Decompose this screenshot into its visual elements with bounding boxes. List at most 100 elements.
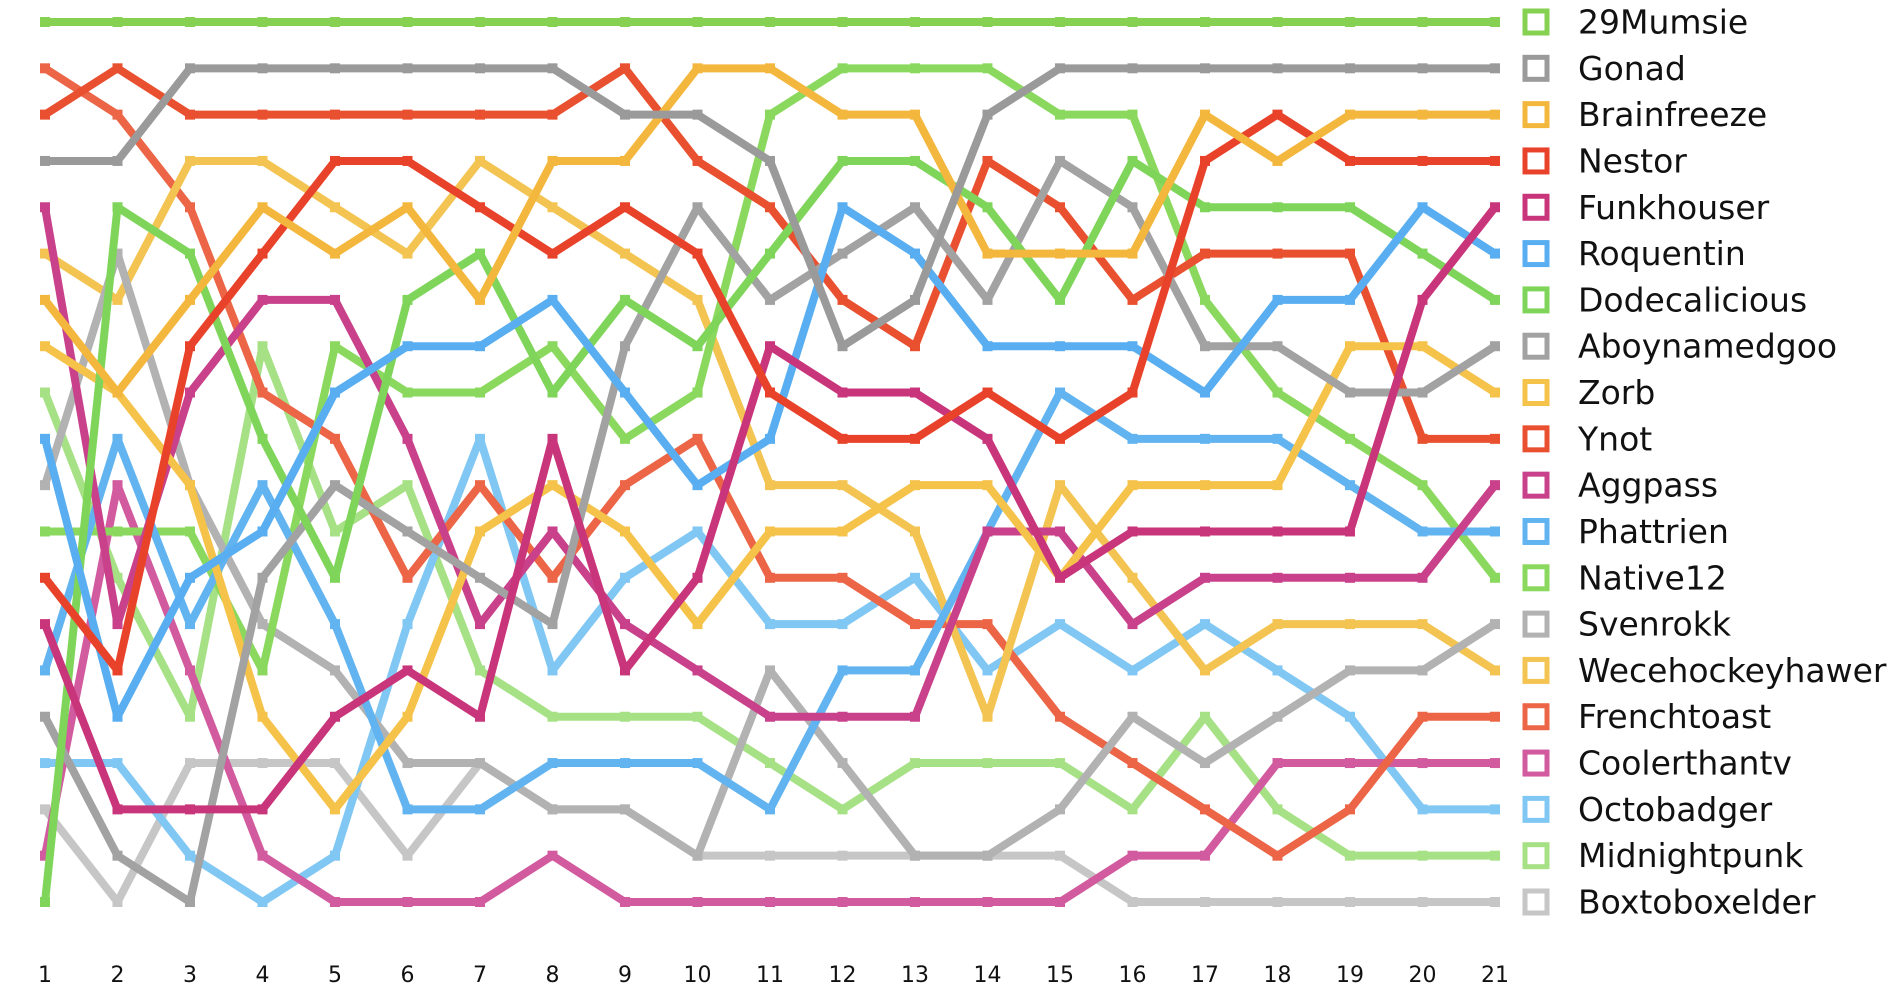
point-marker: [1345, 387, 1355, 398]
legend-swatch: [1522, 101, 1550, 129]
point-marker: [475, 248, 485, 259]
point-marker: [1127, 711, 1138, 722]
point-marker: [1417, 480, 1428, 491]
point-marker: [330, 109, 340, 120]
point-marker: [1200, 387, 1210, 398]
x-tick-label: 3: [183, 963, 197, 988]
point-marker: [620, 758, 630, 769]
point-marker: [692, 897, 703, 907]
point-marker: [547, 850, 558, 861]
point-marker: [475, 17, 485, 27]
legend-label: Funkhouser: [1578, 188, 1770, 227]
point-marker: [475, 480, 485, 491]
point-marker: [330, 387, 340, 398]
point-marker: [40, 804, 50, 815]
point-marker: [837, 202, 848, 213]
point-marker: [185, 758, 195, 769]
point-marker: [185, 248, 195, 259]
point-marker: [1345, 572, 1355, 583]
point-marker: [982, 109, 993, 120]
point-marker: [40, 850, 50, 861]
point-marker: [837, 619, 848, 630]
point-marker: [40, 665, 50, 676]
point-marker: [40, 387, 50, 398]
point-marker: [1417, 804, 1428, 815]
legend-label: Frenchtoast: [1578, 697, 1771, 736]
point-marker: [547, 665, 558, 676]
legend-swatch: [1522, 888, 1550, 916]
point-marker: [837, 341, 848, 352]
point-marker: [692, 17, 703, 27]
point-marker: [1200, 155, 1210, 166]
point-marker: [1055, 433, 1065, 444]
point-marker: [330, 758, 340, 769]
point-marker: [620, 665, 630, 676]
point-marker: [1055, 387, 1065, 398]
point-marker: [330, 202, 340, 213]
point-marker: [1127, 758, 1138, 769]
point-marker: [910, 526, 920, 537]
point-marker: [1127, 202, 1138, 213]
point-marker: [1200, 17, 1210, 27]
point-marker: [1127, 294, 1138, 305]
x-tick-label: 6: [401, 963, 415, 988]
point-marker: [620, 433, 630, 444]
point-marker: [910, 387, 920, 398]
point-marker: [765, 202, 775, 213]
point-marker: [1490, 804, 1500, 815]
point-marker: [1345, 155, 1355, 166]
point-marker: [112, 804, 123, 815]
point-marker: [765, 109, 775, 120]
legend-label: Phattrien: [1578, 512, 1729, 551]
point-marker: [692, 341, 703, 352]
point-marker: [257, 526, 268, 537]
point-marker: [1272, 387, 1283, 398]
x-tick-label: 16: [1119, 963, 1147, 988]
point-marker: [547, 526, 558, 537]
point-marker: [910, 155, 920, 166]
x-tick-label: 4: [256, 963, 270, 988]
legend-swatch: [1522, 54, 1550, 82]
point-marker: [257, 711, 268, 722]
point-marker: [1200, 897, 1210, 907]
point-marker: [1200, 63, 1210, 74]
point-marker: [1417, 526, 1428, 537]
point-marker: [982, 897, 993, 907]
point-marker: [620, 202, 630, 213]
point-marker: [910, 897, 920, 907]
point-marker: [475, 572, 485, 583]
point-marker: [692, 433, 703, 444]
point-marker: [40, 202, 50, 213]
legend-label: Brainfreeze: [1578, 95, 1767, 134]
point-marker: [185, 387, 195, 398]
legend-swatch: [1522, 8, 1550, 36]
point-marker: [330, 804, 340, 815]
point-marker: [112, 202, 123, 213]
point-marker: [1345, 109, 1355, 120]
point-marker: [1272, 294, 1283, 305]
point-marker: [402, 341, 413, 352]
point-marker: [1272, 248, 1283, 259]
point-marker: [1055, 155, 1065, 166]
point-marker: [982, 294, 993, 305]
point-marker: [837, 572, 848, 583]
point-marker: [402, 433, 413, 444]
point-marker: [1272, 526, 1283, 537]
point-marker: [185, 804, 195, 815]
series: [40, 480, 1500, 907]
point-marker: [1490, 202, 1500, 213]
point-marker: [1345, 897, 1355, 907]
point-marker: [837, 480, 848, 491]
x-tick-label: 17: [1191, 963, 1219, 988]
point-marker: [1055, 294, 1065, 305]
point-marker: [1272, 711, 1283, 722]
point-marker: [1490, 897, 1500, 907]
point-marker: [982, 619, 993, 630]
point-marker: [402, 387, 413, 398]
series: [40, 155, 1500, 907]
point-marker: [402, 202, 413, 213]
point-marker: [1417, 248, 1428, 259]
legend-swatch: [1522, 379, 1550, 407]
point-marker: [330, 248, 340, 259]
point-marker: [1055, 804, 1065, 815]
